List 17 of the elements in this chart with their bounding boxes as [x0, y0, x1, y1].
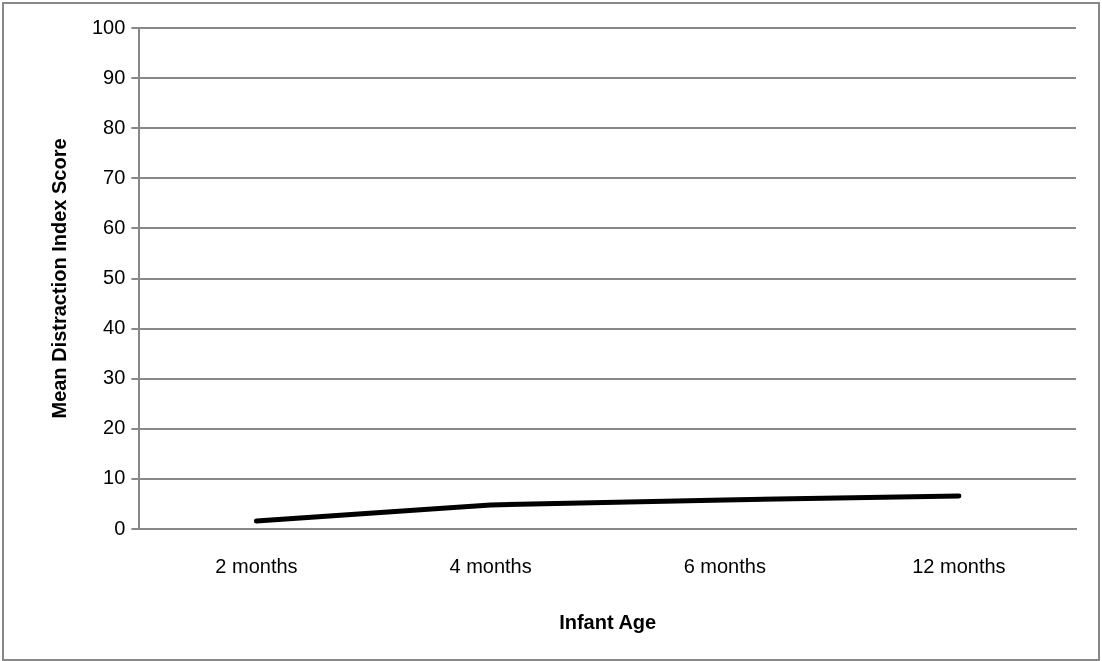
- y-tick-label: 10: [103, 466, 126, 489]
- y-tick-label: 20: [103, 416, 126, 439]
- x-tick-label: 2 months: [215, 554, 298, 577]
- x-tick-label: 6 months: [683, 554, 766, 577]
- y-tick-label: 50: [103, 266, 126, 289]
- y-tick-label: 70: [103, 165, 126, 188]
- y-tick-label: 60: [103, 215, 126, 238]
- x-tick-label: 4 months: [449, 554, 532, 577]
- x-axis-title: Infant Age: [559, 610, 657, 633]
- y-tick-label: 100: [91, 15, 126, 38]
- y-tick-label: 90: [103, 65, 126, 88]
- y-tick-label: 0: [114, 516, 126, 539]
- x-tick-label: 12 months: [912, 554, 1006, 577]
- y-axis-title: Mean Distraction Index Score: [47, 138, 70, 419]
- y-tick-label: 40: [103, 316, 126, 339]
- y-tick-label: 80: [103, 115, 126, 138]
- y-tick-label: 30: [103, 366, 126, 389]
